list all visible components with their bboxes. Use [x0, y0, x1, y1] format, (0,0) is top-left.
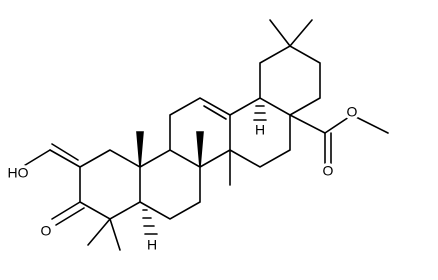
ring-e	[259, 45, 321, 116]
bond	[21, 149, 51, 168]
atom-label: O	[41, 223, 52, 239]
atom-label: H	[255, 122, 265, 138]
atom-label: O	[323, 163, 334, 179]
methyl	[289, 19, 313, 47]
hashed-bond	[253, 105, 267, 121]
methyl	[351, 114, 389, 134]
ring-d	[229, 97, 291, 168]
bond	[51, 143, 79, 161]
bond	[51, 201, 81, 220]
bond	[324, 114, 353, 134]
ring-b	[139, 149, 201, 220]
methyl	[269, 19, 291, 47]
bond	[289, 114, 326, 134]
atom-label: HO	[8, 165, 29, 181]
atom-label: H	[147, 237, 157, 253]
bond	[49, 149, 81, 168]
wedge-methyl	[136, 131, 144, 168]
methyl	[109, 218, 121, 251]
atom-label: O	[347, 104, 358, 120]
methyl	[87, 218, 111, 246]
bonds	[21, 19, 389, 251]
hashed-bond	[142, 209, 158, 235]
wedge-methyl	[196, 131, 204, 168]
ring-a	[79, 149, 141, 220]
bond	[55, 207, 85, 226]
ring-c	[169, 97, 231, 168]
double-bond-inner	[203, 105, 227, 120]
